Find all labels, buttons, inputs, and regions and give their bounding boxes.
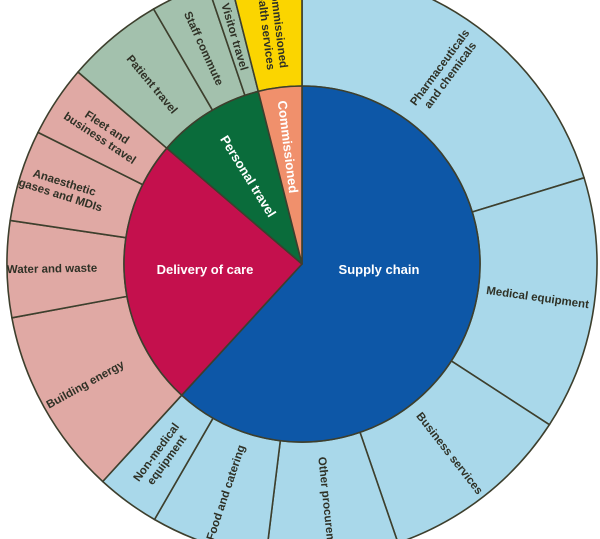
label-delivery-of-care: Delivery of care bbox=[157, 262, 254, 277]
label-supply-chain: Supply chain bbox=[339, 262, 420, 277]
segment-supply-chain bbox=[180, 85, 481, 443]
segment-delivery-of-care bbox=[123, 147, 303, 396]
segment-commissioned bbox=[257, 85, 303, 265]
label-water-and-waste: Water and waste bbox=[7, 263, 98, 277]
segment-personal-travel bbox=[166, 90, 303, 265]
